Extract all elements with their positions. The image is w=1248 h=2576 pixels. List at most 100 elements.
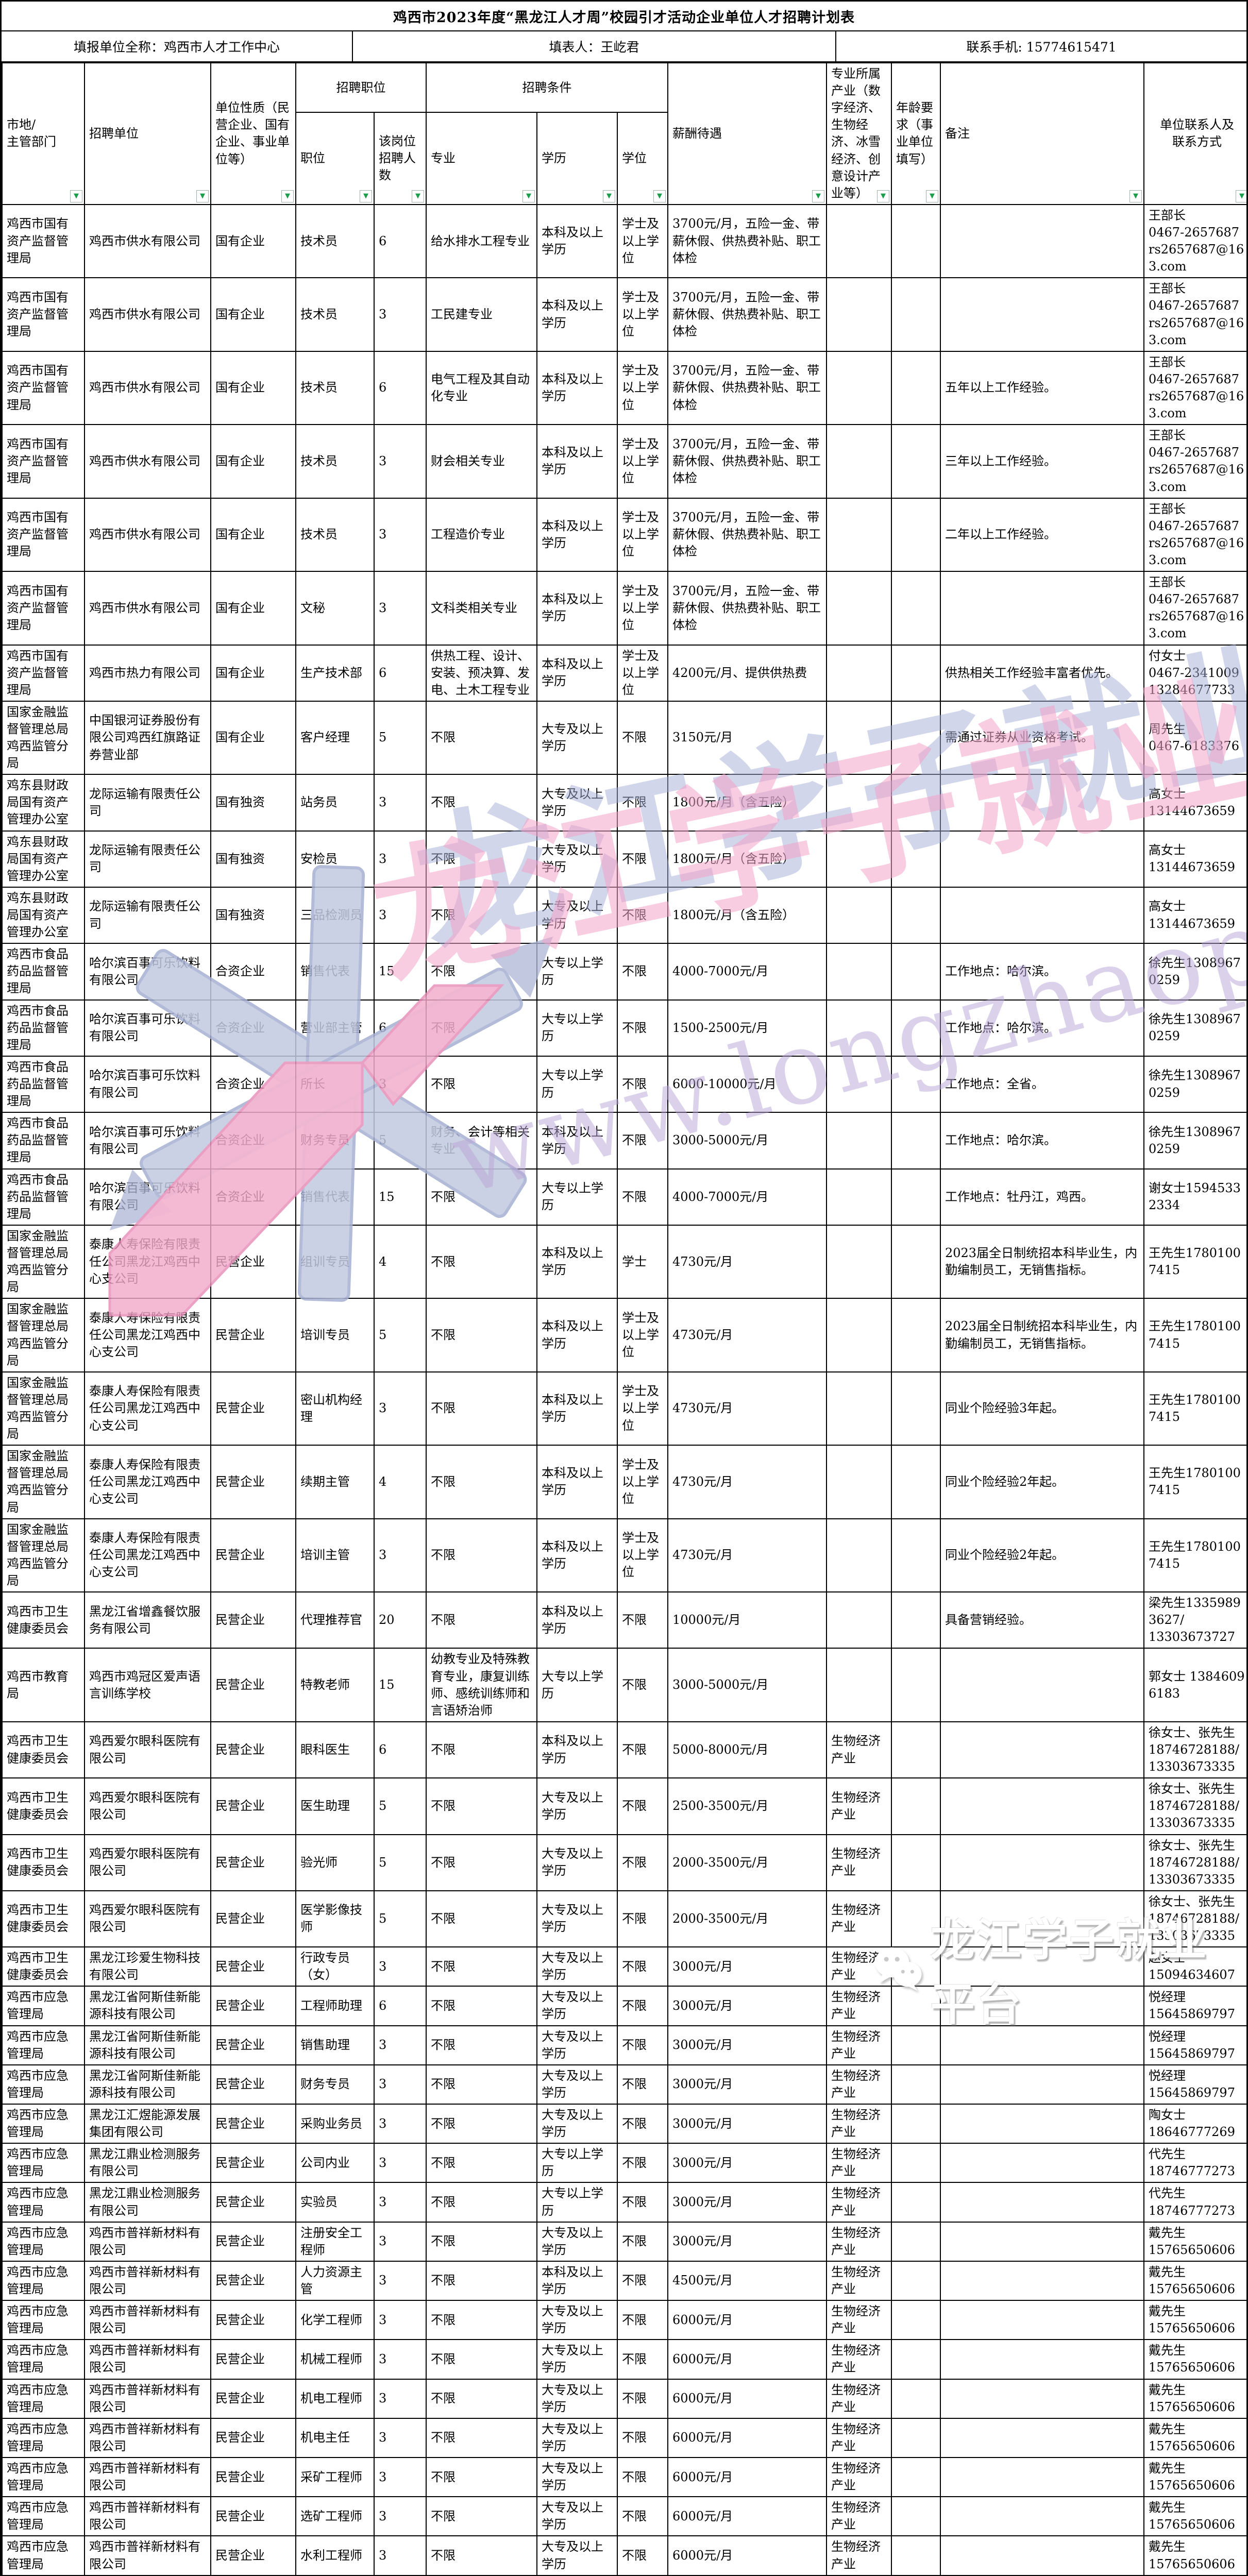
cell-industry: 生物经济产业 xyxy=(826,2143,892,2183)
cell-position: 选矿工程师 xyxy=(295,2496,375,2537)
cell-major: 财务、会计等相关专业 xyxy=(426,1112,537,1170)
cell-industry: 生物经济产业 xyxy=(826,2496,892,2537)
filter-icon[interactable]: ▼ xyxy=(412,190,424,202)
cell-nature: 国有企业 xyxy=(210,571,296,646)
cell-contact: 王部长 0467-2657687 rs2657687@163.com xyxy=(1143,571,1246,646)
filter-icon[interactable]: ▼ xyxy=(603,190,615,202)
col-header-industry: 专业所属产业（数字经济、生物经济、冰雪经济、创意设计产业等） ▼ xyxy=(826,62,892,205)
table-row: 鸡西市应急管理局 黑龙江鼎业检测服务有限公司 民营企业 公司内业 3 不限 大专以上学历 不限… xyxy=(2,2143,1246,2183)
cell-employer: 鸡西市普祥新材料有限公司 xyxy=(84,2417,211,2459)
cell-employer: 鸡西市普祥新材料有限公司 xyxy=(84,2456,211,2498)
cell-contact: 王部长 0467-2657687 rs2657687@163.com xyxy=(1143,350,1246,426)
cell-position: 注册安全工程师 xyxy=(295,2221,375,2262)
cell-employer: 黑龙江鼎业检测服务有限公司 xyxy=(84,2182,211,2223)
cell-note xyxy=(940,2456,1144,2498)
cell-salary: 3700元/月，五险一金、带薪休假、供热费补贴、职工体检 xyxy=(667,497,827,572)
cell-age xyxy=(891,1518,941,1593)
cell-city: 鸡西市应急管理局 xyxy=(2,1986,85,2026)
filter-icon[interactable]: ▼ xyxy=(926,190,938,202)
cell-age xyxy=(891,1112,941,1170)
filter-icon[interactable]: ▼ xyxy=(1236,190,1246,202)
cell-industry xyxy=(826,999,892,1057)
cell-age xyxy=(891,1834,941,1891)
filter-icon[interactable]: ▼ xyxy=(653,190,666,202)
cell-city: 鸡东县财政局国有资产管理办公室 xyxy=(2,830,85,888)
cell-contact: 高女士 13144673659 xyxy=(1143,830,1246,888)
filter-icon[interactable]: ▼ xyxy=(877,190,889,202)
filter-icon[interactable]: ▼ xyxy=(281,190,294,202)
cell-employer: 鸡西市供水有限公司 xyxy=(84,497,211,572)
table-row: 国家金融监督管理总局鸡西监管分局 泰康人寿保险有限责任公司黑龙江鸡西中心支公司 民营… xyxy=(2,1445,1246,1519)
cell-position: 人力资源主管 xyxy=(295,2260,375,2301)
cell-contact: 悦经理 15645869797 xyxy=(1143,1986,1246,2026)
cell-employer: 黑龙江省增鑫餐饮服务有限公司 xyxy=(84,1591,211,1649)
cell-count: 15 xyxy=(374,1168,427,1226)
cell-salary: 3000元/月 xyxy=(667,2143,827,2183)
cell-position: 三品检测员 xyxy=(295,886,375,944)
cell-age xyxy=(891,2143,941,2183)
cell-salary: 1800元/月（含五险） xyxy=(667,774,827,832)
table-row: 鸡西市国有资产监督管理局 鸡西市供水有限公司 国有企业 技术员 6 电气工程及其自动化专业… xyxy=(2,350,1246,426)
cell-position: 站务员 xyxy=(295,774,375,832)
cell-salary: 4000-7000元/月 xyxy=(667,1168,827,1226)
table-row: 鸡西市应急管理局 鸡西市普祥新材料有限公司 民营企业 机电工程师 3 不限 大专及以上学历不… xyxy=(2,2378,1246,2419)
cell-contact: 高女士 13144673659 xyxy=(1143,886,1246,944)
table-row: 鸡西市食品药品监督管理局 哈尔滨百事可乐饮料有限公司 合资企业 财务专员 5 财务、会计等… xyxy=(2,1112,1246,1170)
cell-degree: 不限 xyxy=(617,943,668,1001)
cell-industry xyxy=(826,1168,892,1226)
table-row: 鸡西市国有资产监督管理局 鸡西市供水有限公司 国有企业 技术员 3 财会相关专业 本科及以上… xyxy=(2,424,1246,499)
cell-major: 文科类相关专业 xyxy=(426,571,537,646)
cell-salary: 6000元/月 xyxy=(667,2456,827,2498)
cell-employer: 黑龙江省阿斯佳新能源科技有限公司 xyxy=(84,2025,211,2065)
cell-industry: 生物经济产业 xyxy=(826,2025,892,2065)
table-row: 国家金融监督管理总局鸡西监管分局 泰康人寿保险有限责任公司黑龙江鸡西中心支公司 民营… xyxy=(2,1518,1246,1593)
cell-degree: 不限 xyxy=(617,2064,668,2105)
col-header-degree-label: 学位 xyxy=(622,151,647,166)
cell-position: 医生助理 xyxy=(295,1777,375,1835)
cell-major: 不限 xyxy=(426,2182,537,2223)
cell-nature: 民营企业 xyxy=(210,1445,296,1519)
table-row: 国家金融监督管理总局鸡西监管分局 中国银河证券股份有限公司鸡西红旗路证券营业部 国有… xyxy=(2,700,1246,775)
cell-note: 2023届全日制统招本科毕业生，内勤编制员工，无销售指标。 xyxy=(940,1224,1144,1299)
cell-degree: 不限 xyxy=(617,2143,668,2183)
cell-count: 3 xyxy=(374,2143,427,2183)
cell-position: 验光师 xyxy=(295,1834,375,1891)
cell-nature: 民营企业 xyxy=(210,1986,296,2026)
filter-icon[interactable]: ▼ xyxy=(812,190,824,202)
cell-education: 大专及以上学历 xyxy=(536,2104,618,2144)
col-header-contact-label: 单位联系人及 联系方式 xyxy=(1160,117,1234,149)
cell-nature: 民营企业 xyxy=(210,2182,296,2223)
cell-salary: 4730元/月 xyxy=(667,1371,827,1446)
cell-position: 机电主任 xyxy=(295,2417,375,2459)
table-row: 鸡西市国有资产监督管理局 鸡西市热力有限公司 国有企业 生产技术部 6 供热工程、设计、安… xyxy=(2,644,1246,702)
cell-industry: 生物经济产业 xyxy=(826,2300,892,2341)
cell-position: 财务专员 xyxy=(295,1112,375,1170)
cell-contact: 戴先生 15765650606 xyxy=(1143,2456,1246,2498)
cell-industry xyxy=(826,1445,892,1519)
filter-icon[interactable]: ▼ xyxy=(522,190,535,202)
cell-contact: 王部长 0467-2657687 rs2657687@163.com xyxy=(1143,204,1246,279)
cell-city: 鸡西市应急管理局 xyxy=(2,2143,85,2183)
filter-icon[interactable]: ▼ xyxy=(70,190,82,202)
filter-icon[interactable]: ▼ xyxy=(196,190,209,202)
cell-major: 不限 xyxy=(426,1168,537,1226)
filter-icon[interactable]: ▼ xyxy=(1129,190,1142,202)
table-row: 鸡西市应急管理局 黑龙江鼎业检测服务有限公司 民营企业 实验员 3 不限 大专以上学历 不限 3… xyxy=(2,2182,1246,2223)
cell-salary: 3000-5000元/月 xyxy=(667,1112,827,1170)
table-row: 鸡西市应急管理局 鸡西市普祥新材料有限公司 民营企业 采矿工程师 3 不限 大专及以上学历不… xyxy=(2,2456,1246,2498)
cell-nature: 国有企业 xyxy=(210,644,296,702)
cell-nature: 民营企业 xyxy=(210,1648,296,1722)
cell-note: 供热相关工作经验丰富者优先。 xyxy=(940,644,1144,702)
filter-icon[interactable]: ▼ xyxy=(360,190,372,202)
cell-degree: 学士及以上学位 xyxy=(617,644,668,702)
cell-age xyxy=(891,2221,941,2262)
cell-count: 3 xyxy=(374,2064,427,2105)
cell-position: 眼科医生 xyxy=(295,1721,375,1779)
cell-age xyxy=(891,2535,941,2576)
cell-education: 大专及以上学历 xyxy=(536,1777,618,1835)
table-row: 鸡西市卫生健康委员会 黑龙江省增鑫餐饮服务有限公司 民营企业 代理推荐官 20 不限 本科及… xyxy=(2,1591,1246,1649)
cell-industry: 生物经济产业 xyxy=(826,2378,892,2419)
table-row: 鸡西市食品药品监督管理局 哈尔滨百事可乐饮料有限公司 合资企业 所长 3 不限 大专以上学历… xyxy=(2,1055,1246,1113)
table-header: 市地/ 主管部门 ▼ 招聘单位 ▼ 单位性质（民营企业、国有企业、事业单位等） ▼ 招… xyxy=(2,62,1246,205)
